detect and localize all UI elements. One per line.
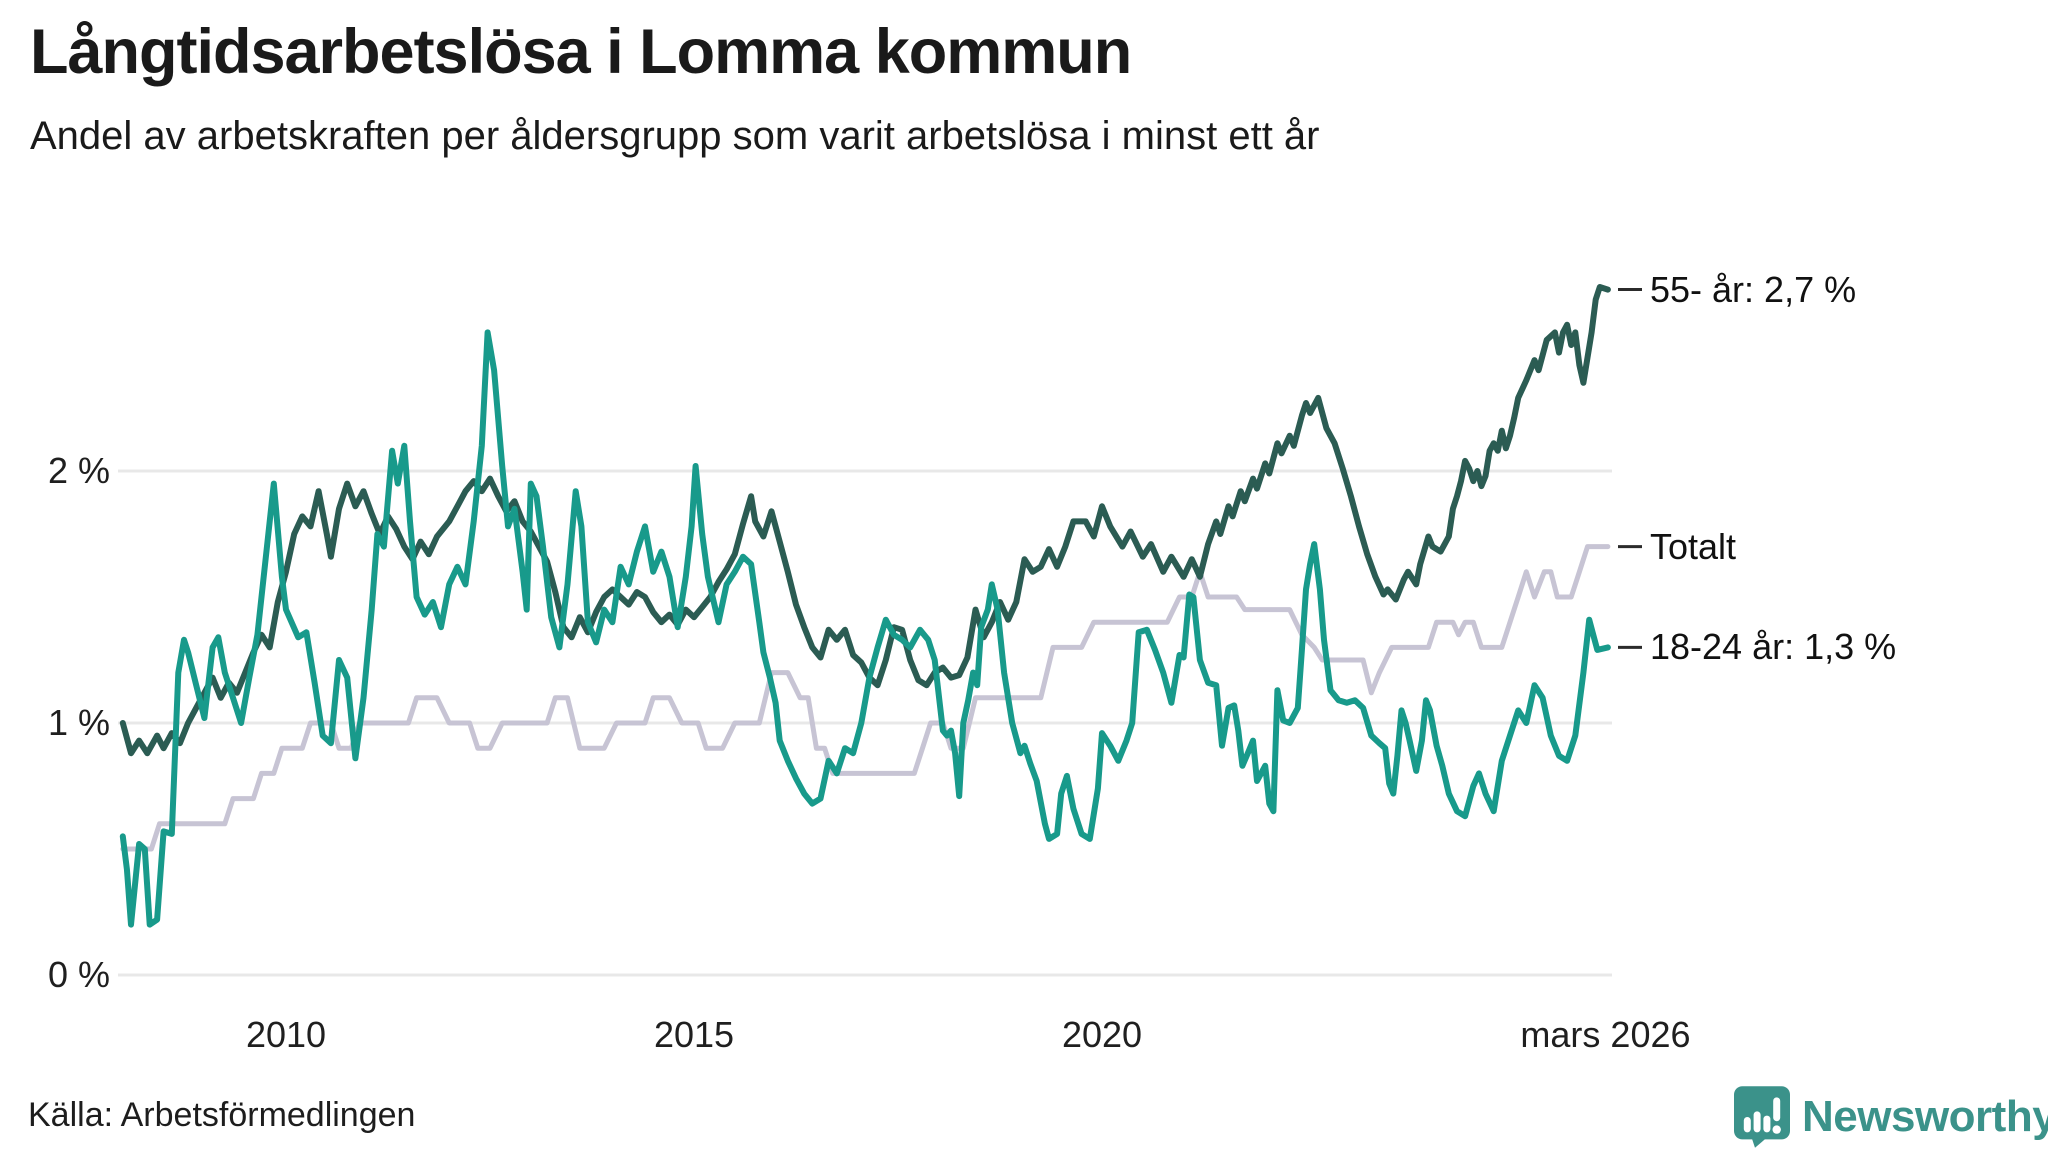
newsworthy-logo: Newsworthy	[1734, 1086, 2048, 1148]
x-axis-tick-label-mars-2026: mars 2026	[1520, 1014, 1691, 1055]
source-note: Källa: Arbetsförmedlingen	[28, 1096, 416, 1134]
page-title: Långtidsarbetslösa i Lomma kommun	[30, 17, 1132, 87]
series-line-total	[120, 544, 1611, 852]
y-axis-tick-label-1: 1 %	[47, 702, 110, 743]
page-subtitle: Andel av arbetskraften per åldersgrupp s…	[30, 114, 1320, 158]
y-axis-tick-label-2: 2 %	[47, 450, 110, 491]
x-axis-tick-label-2020: 2020	[1061, 1014, 1143, 1055]
series-end-label-18-24-ar: 18-24 år: 1,3 %	[1650, 626, 1897, 668]
x-axis-tick-label-2015: 2015	[653, 1014, 735, 1055]
y-axis-tick-label-0: 0 %	[47, 954, 110, 995]
series-end-label-55-ar: 55- år: 2,7 %	[1650, 268, 1857, 310]
series-line-young	[119, 329, 1611, 928]
newsworthy-bars-speech-bubble-icon	[1734, 1086, 1790, 1148]
newsworthy-logo-text: Newsworthy	[1802, 1092, 2048, 1141]
series-end-label-totalt: Totalt	[1650, 525, 1737, 567]
x-axis-tick-label-2010: 2010	[245, 1014, 327, 1055]
